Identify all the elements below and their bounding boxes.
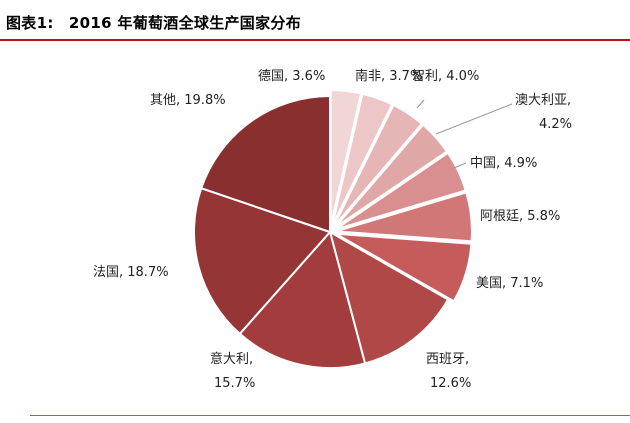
pie-slice-阿根廷 [335, 191, 473, 243]
pie-slice-德国 [329, 89, 363, 227]
slice-label-西班牙: 西班牙, 12.6% [426, 352, 471, 391]
slice-label-智利: 智利, 4.0% [412, 69, 479, 84]
leader-line [453, 162, 467, 169]
pie-slice-其他 [199, 94, 331, 234]
pie-slice-中国 [334, 151, 467, 231]
slice-label-南非: 南非, 3.7% [355, 68, 422, 84]
pie-slice-智利 [332, 103, 424, 228]
pie-slice-美国 [335, 232, 473, 303]
pie-slice-澳大利亚 [333, 123, 449, 229]
pie-slice-南非 [331, 92, 394, 227]
leader-line [435, 103, 513, 135]
bottom-divider [30, 415, 630, 416]
slice-label-德国: 德国, 3.6% [258, 69, 325, 84]
slice-label-中国: 中国, 4.9% [470, 156, 537, 171]
slice-label-意大利: 意大利, 15.7% [210, 351, 255, 391]
slice-label-其他: 其他, 19.8% [150, 93, 226, 108]
title-bar: 图表1: 2016 年葡萄酒全球生产国家分布 [0, 0, 630, 41]
slice-label-美国: 美国, 7.1% [476, 276, 543, 291]
slice-label-阿根廷: 阿根廷, 5.8% [480, 209, 560, 224]
pie-slice-西班牙 [328, 229, 450, 365]
leader-line [416, 99, 425, 109]
chart-title: 图表1: 2016 年葡萄酒全球生产国家分布 [6, 14, 302, 32]
pie-slice-法国 [193, 186, 332, 336]
slice-label-法国: 法国, 18.7% [93, 265, 169, 280]
title-divider [0, 39, 630, 41]
slice-label-澳大利亚: 澳大利亚, 4.2% [515, 92, 572, 132]
pie-slice-意大利 [238, 229, 367, 369]
